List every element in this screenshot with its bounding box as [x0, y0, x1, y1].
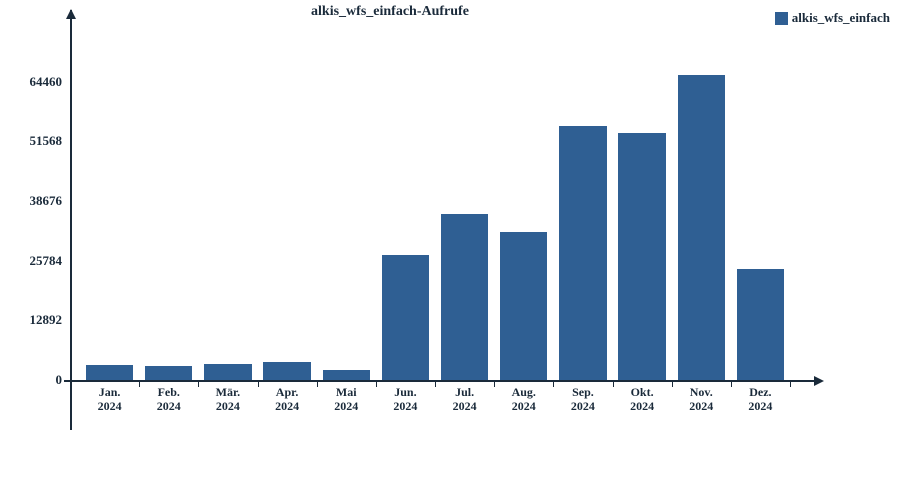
x-tick-mark [198, 381, 199, 387]
x-tick-mark [494, 381, 495, 387]
x-tick-label: Jan.2024 [98, 386, 122, 414]
y-tick-label: 64460 [30, 74, 63, 90]
x-tick-label: Feb.2024 [157, 386, 181, 414]
bar [559, 126, 606, 380]
x-tick-label: Okt.2024 [630, 386, 654, 414]
x-tick-label: Mär.2024 [216, 386, 241, 414]
y-tick-label: 0 [56, 372, 63, 388]
y-tick-label: 51568 [30, 133, 63, 149]
x-tick-label: Jun.2024 [393, 386, 417, 414]
x-tick-label: Dez.2024 [748, 386, 772, 414]
x-tick-mark [553, 381, 554, 387]
bar [441, 214, 488, 381]
bar [204, 364, 251, 380]
x-tick-label: Mai2024 [334, 386, 358, 414]
y-tick-label: 25784 [30, 253, 63, 269]
x-tick-mark [613, 381, 614, 387]
x-tick-mark [317, 381, 318, 387]
legend-label: alkis_wfs_einfach [792, 10, 890, 26]
x-tick-mark [790, 381, 791, 387]
bar [678, 75, 725, 380]
legend: alkis_wfs_einfach [775, 10, 890, 26]
x-tick-mark [435, 381, 436, 387]
x-axis [64, 380, 814, 382]
y-tick-label: 38676 [30, 193, 63, 209]
x-tick-mark [139, 381, 140, 387]
bar-chart: alkis_wfs_einfach-Aufrufe alkis_wfs_einf… [0, 0, 900, 500]
plot-area: 01289225784386765156864460Jan.2024Feb.20… [70, 10, 790, 430]
x-tick-label: Apr.2024 [275, 386, 299, 414]
bar [618, 133, 665, 380]
bar [86, 365, 133, 380]
x-axis-arrow [814, 376, 824, 386]
x-tick-mark [672, 381, 673, 387]
bar [500, 232, 547, 380]
x-tick-label: Aug.2024 [512, 386, 536, 414]
x-tick-mark [376, 381, 377, 387]
y-axis-arrow [66, 9, 76, 19]
bar [737, 269, 784, 380]
bar [323, 370, 370, 380]
x-tick-mark [731, 381, 732, 387]
x-tick-label: Jul.2024 [453, 386, 477, 414]
x-tick-mark [258, 381, 259, 387]
y-axis [70, 10, 72, 430]
y-tick-label: 12892 [30, 312, 63, 328]
x-tick-label: Nov.2024 [689, 386, 713, 414]
bar [145, 366, 192, 380]
bar [382, 255, 429, 380]
bar [263, 362, 310, 381]
x-tick-label: Sep.2024 [571, 386, 595, 414]
